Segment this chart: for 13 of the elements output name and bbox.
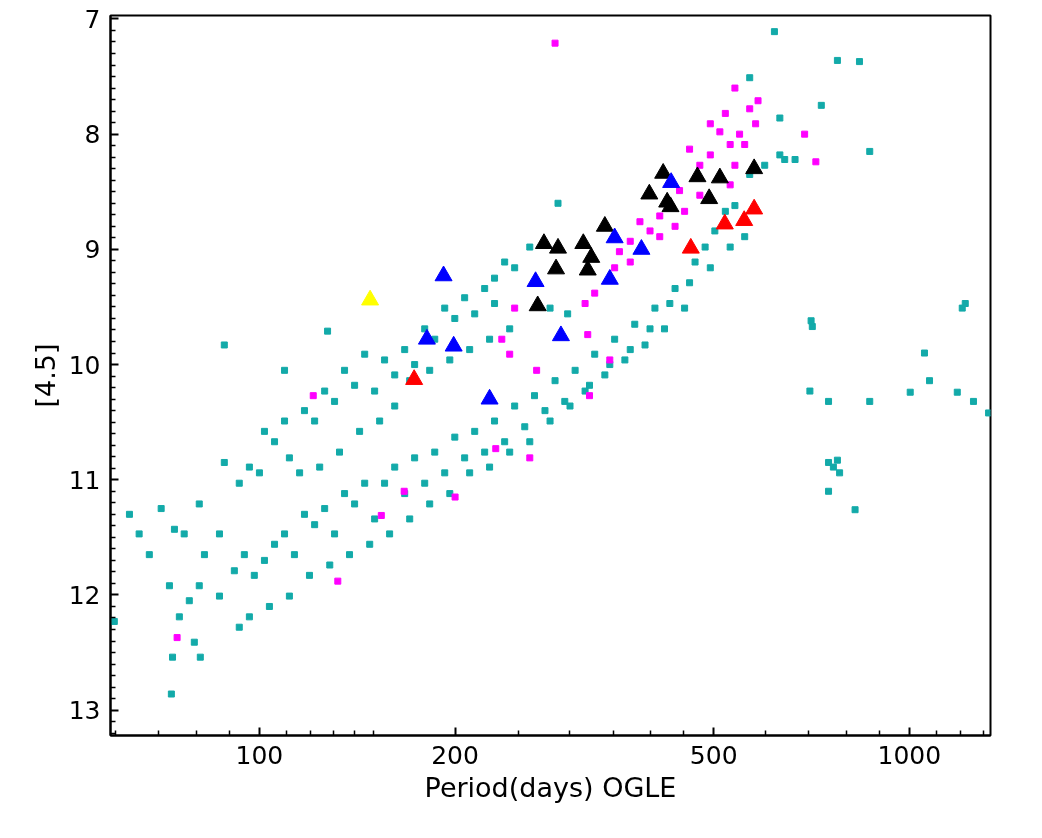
y-axis-title: [4.5] (29, 343, 61, 408)
y-tick-label: 12 (68, 580, 101, 610)
x-tick-label: 1000 (877, 740, 942, 770)
y-tick-label: 10 (68, 350, 101, 380)
y-tick-label: 8 (84, 120, 101, 150)
y-tick-label: 9 (84, 235, 101, 265)
y-tick-label: 11 (68, 465, 101, 495)
x-tick-label: 100 (235, 740, 284, 770)
y-tick-label: 13 (68, 696, 101, 726)
x-axis-title: Period(days) OGLE (424, 771, 677, 803)
y-tick-label: 7 (84, 4, 101, 34)
x-tick-label: 200 (431, 740, 479, 770)
x-tick-label: 500 (689, 740, 738, 770)
